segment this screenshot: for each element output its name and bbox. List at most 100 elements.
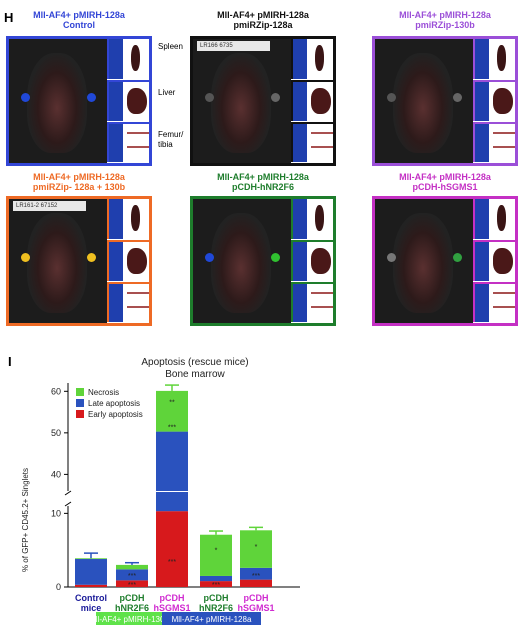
panel-title-line2: pmiRZip- 128a + 130b bbox=[32, 182, 126, 192]
panel-letter-h: H bbox=[4, 10, 14, 25]
x-tick-label: pCDH bbox=[160, 593, 185, 603]
y-axis-label: % of GFP+ CD45.2+ Singlets bbox=[21, 468, 30, 572]
bar-segment-necrosis bbox=[200, 534, 232, 576]
mouse-body bbox=[27, 53, 87, 153]
bones-box bbox=[291, 121, 333, 162]
panel-title-2: Mll-AF4+ pMIRH-128a pmiRZip-128a bbox=[183, 10, 343, 30]
panel-title-1: Mll-AF4+ pMIRH-128a Control bbox=[0, 10, 159, 30]
significance-marker: *** bbox=[212, 582, 220, 589]
liver-box bbox=[473, 80, 515, 121]
liver-specimen bbox=[493, 88, 513, 115]
axis-break-mark bbox=[64, 490, 72, 496]
mouse-body bbox=[393, 53, 453, 153]
ruler-scale bbox=[109, 82, 123, 121]
x-tick-label: hNR2F6 bbox=[199, 603, 233, 613]
ruler-scale bbox=[109, 199, 123, 240]
cage-card-label: LR161-2 67152 bbox=[13, 201, 86, 211]
bar-segment-late-apoptosis bbox=[75, 559, 107, 585]
mouse-dissection-photo bbox=[193, 199, 291, 323]
organ-label-spleen: Spleen bbox=[158, 42, 183, 51]
bones-box bbox=[473, 121, 515, 162]
group-band bbox=[162, 612, 261, 625]
liver-specimen bbox=[311, 248, 331, 275]
mouse-body bbox=[211, 53, 271, 153]
ruler-scale bbox=[475, 39, 489, 80]
cage-card-label: LR166 6735 bbox=[197, 41, 270, 51]
panel-frame-6 bbox=[372, 196, 518, 326]
panel-frame-2: LR166 6735 bbox=[190, 36, 336, 166]
significance-marker: *** bbox=[128, 582, 136, 589]
panel-title-4: Mll-AF4+ pMIRH-128a pmiRZip- 128a + 130b bbox=[0, 172, 159, 192]
panel-frame-3 bbox=[372, 36, 518, 166]
x-tick-label: hNR2F6 bbox=[115, 603, 149, 613]
spleen-specimen bbox=[315, 45, 324, 71]
bone-specimen bbox=[127, 131, 149, 134]
organ-label-tibia: tibia bbox=[158, 140, 173, 149]
bone-specimen bbox=[493, 131, 515, 134]
bone-specimen bbox=[493, 145, 515, 148]
legend-label: Necrosis bbox=[88, 388, 119, 397]
liver-box bbox=[107, 80, 149, 121]
spleen-box bbox=[291, 39, 333, 80]
significance-marker: *** bbox=[128, 573, 136, 580]
mouse-dissection-photo bbox=[9, 39, 107, 163]
x-tick-label: pCDH bbox=[120, 593, 145, 603]
ruler-scale bbox=[293, 242, 307, 281]
bone-specimen bbox=[493, 291, 515, 294]
x-tick-label: pCDH bbox=[244, 593, 269, 603]
ruler-scale bbox=[475, 242, 489, 281]
dissection-pin-icon bbox=[205, 253, 214, 262]
panel-title-line1: Mll-AF4+ pMIRH-128a bbox=[399, 172, 491, 182]
bones-box bbox=[291, 281, 333, 322]
significance-marker: *** bbox=[252, 573, 260, 580]
panel-frame-5 bbox=[190, 196, 336, 326]
bone-specimen bbox=[311, 145, 333, 148]
liver-box bbox=[291, 80, 333, 121]
spleen-specimen bbox=[315, 205, 324, 231]
mouse-dissection-photo bbox=[375, 199, 473, 323]
liver-box bbox=[291, 240, 333, 281]
dissection-pin-icon bbox=[271, 253, 280, 262]
bar-segment-late-apoptosis bbox=[200, 575, 232, 582]
dissection-pin-icon bbox=[453, 93, 462, 102]
bone-specimen bbox=[127, 305, 149, 308]
ruler-scale bbox=[475, 82, 489, 121]
ruler-scale bbox=[293, 199, 307, 240]
liver-specimen bbox=[127, 88, 147, 115]
bar-segment-late-apoptosis bbox=[156, 506, 188, 512]
bones-box bbox=[107, 281, 149, 322]
x-tick-label: mice bbox=[81, 603, 102, 613]
ruler-scale bbox=[293, 82, 307, 121]
organ-label-liver: Liver bbox=[158, 88, 176, 97]
bone-specimen bbox=[311, 131, 333, 134]
ruler-scale bbox=[293, 39, 307, 80]
y-tick-label: 0 bbox=[56, 582, 61, 592]
legend-label: Late apoptosis bbox=[88, 399, 140, 408]
liver-specimen bbox=[493, 248, 513, 275]
significance-marker: *** bbox=[168, 559, 176, 566]
group-band bbox=[96, 612, 162, 625]
ruler-scale bbox=[293, 123, 307, 162]
ruler-scale bbox=[475, 283, 489, 322]
liver-specimen bbox=[127, 248, 147, 275]
bar-segment-early-apoptosis bbox=[156, 511, 188, 587]
bar-segment-necrosis bbox=[116, 564, 148, 570]
bar-segment-early-apoptosis bbox=[75, 584, 107, 587]
chart-title: Apoptosis (rescue mice) bbox=[141, 357, 248, 368]
ruler-scale bbox=[475, 199, 489, 240]
panel-title-line2: pmiRZip-130b bbox=[415, 20, 475, 30]
panel-title-line2: Control bbox=[63, 20, 95, 30]
bone-specimen bbox=[127, 291, 149, 294]
legend-swatch bbox=[76, 399, 84, 407]
y-tick-label: 50 bbox=[51, 428, 61, 438]
mouse-body bbox=[393, 213, 453, 313]
bar-segment-early-apoptosis bbox=[116, 580, 148, 587]
liver-box bbox=[473, 240, 515, 281]
dissection-pin-icon bbox=[87, 93, 96, 102]
panel-title-5: Mll-AF4+ pMIRH-128a pCDH-hNR2F6 bbox=[183, 172, 343, 192]
bar-segment-late-apoptosis bbox=[156, 431, 188, 491]
bar-segment-late-apoptosis bbox=[116, 569, 148, 581]
panel-title-6: Mll-AF4+ pMIRH-128a pCDH-hSGMS1 bbox=[365, 172, 520, 192]
panel-title-line1: Mll-AF4+ pMIRH-128a bbox=[33, 10, 125, 20]
panel-frame-4: LR161-2 67152 bbox=[6, 196, 152, 326]
